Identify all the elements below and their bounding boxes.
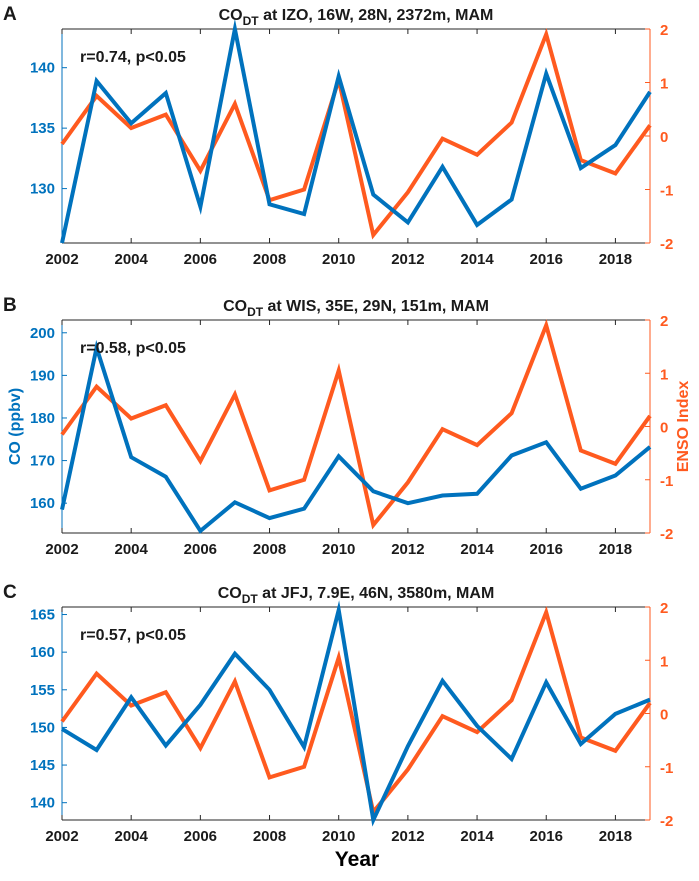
- title-subscript: DT: [243, 14, 260, 28]
- x-tick-label: 2010: [322, 251, 355, 268]
- x-tick-label: 2008: [253, 828, 286, 845]
- x-tick-label: 2004: [114, 828, 148, 845]
- x-tick-label: 2006: [184, 541, 217, 558]
- x-tick-label: 2004: [114, 251, 148, 268]
- left-tick-label: 145: [30, 757, 55, 774]
- left-tick-label: 135: [30, 120, 55, 137]
- right-tick-label: -2: [660, 236, 673, 253]
- right-tick-label: -1: [660, 760, 673, 777]
- x-tick-label: 2002: [45, 828, 78, 845]
- x-tick-label: 2018: [599, 251, 632, 268]
- x-tick-label: 2004: [114, 541, 148, 558]
- right-tick-label: 1: [660, 76, 668, 93]
- left-tick-label: 160: [30, 644, 55, 661]
- right-tick-label: 1: [660, 653, 668, 670]
- right-tick-label: -1: [660, 473, 673, 490]
- left-tick-label: 165: [30, 607, 55, 624]
- x-tick-label: 2016: [530, 828, 563, 845]
- panel-c: 2002 2004 2006 2008 2010 2012 2014 2016 2018 140 1…: [3, 582, 673, 845]
- left-tick-label: 200: [30, 325, 55, 342]
- left-tick-label: 155: [30, 682, 55, 699]
- x-tick-label: 2002: [45, 251, 78, 268]
- panel-title: CODT at JFJ, 7.9E, 46N, 3580m, MAM: [218, 585, 495, 606]
- title-suffix: at WIS, 35E, 29N, 151m, MAM: [263, 298, 489, 315]
- title-prefix: CO: [218, 585, 242, 602]
- x-tick-label: 2006: [184, 828, 217, 845]
- correlation-annotation: r=0.58, p<0.05: [80, 340, 186, 357]
- right-tick-label: 0: [660, 707, 668, 724]
- left-tick-label: 150: [30, 719, 55, 736]
- right-axis-title: ENSO Index: [675, 381, 692, 473]
- x-tick-label: 2018: [599, 828, 632, 845]
- panel-letter: B: [3, 295, 17, 316]
- left-tick-label: 160: [30, 495, 55, 512]
- left-tick-label: 130: [30, 181, 55, 198]
- title-suffix: at JFJ, 7.9E, 46N, 3580m, MAM: [258, 585, 495, 602]
- x-tick-label: 2006: [184, 251, 217, 268]
- right-tick-label: 2: [660, 22, 668, 39]
- right-tick-label: 1: [660, 366, 668, 383]
- x-tick-label: 2018: [599, 541, 632, 558]
- panel-title: CODT at IZO, 16W, 28N, 2372m, MAM: [219, 7, 494, 28]
- title-prefix: CO: [219, 7, 243, 24]
- x-tick-label: 2012: [391, 251, 424, 268]
- left-tick-label: 140: [30, 60, 55, 77]
- right-tick-label: -2: [660, 813, 673, 830]
- title-subscript: DT: [242, 592, 259, 606]
- x-tick-label: 2002: [45, 541, 78, 558]
- right-tick-label: 2: [660, 600, 668, 617]
- panel-letter: A: [3, 4, 17, 25]
- title-suffix: at IZO, 16W, 28N, 2372m, MAM: [259, 7, 494, 24]
- x-tick-label: 2016: [530, 541, 563, 558]
- left-axis-title: CO (ppbv): [7, 388, 24, 465]
- x-tick-label: 2016: [530, 251, 563, 268]
- title-prefix: CO: [223, 298, 247, 315]
- right-tick-label: -2: [660, 526, 673, 543]
- panel-title: CODT at WIS, 35E, 29N, 151m, MAM: [223, 298, 489, 319]
- x-tick-label: 2008: [253, 541, 286, 558]
- x-tick-label: 2012: [391, 541, 424, 558]
- left-tick-label: 170: [30, 453, 55, 470]
- x-tick-label: 2014: [460, 251, 494, 268]
- panel-a: 2002 2004 2006 2008 2010 2012 2014 2016 2018 130 1…: [3, 4, 673, 268]
- x-tick-label: 2014: [460, 828, 494, 845]
- right-tick-label: 2: [660, 313, 668, 330]
- x-tick-label: 2010: [322, 541, 355, 558]
- left-tick-label: 180: [30, 410, 55, 427]
- left-tick-label: 140: [30, 795, 55, 812]
- title-subscript: DT: [247, 305, 264, 319]
- x-axis-title: Year: [335, 848, 379, 871]
- correlation-annotation: r=0.57, p<0.05: [80, 627, 186, 644]
- left-tick-label: 190: [30, 367, 55, 384]
- correlation-annotation: r=0.74, p<0.05: [80, 49, 186, 66]
- x-tick-label: 2008: [253, 251, 286, 268]
- x-tick-label: 2012: [391, 828, 424, 845]
- x-tick-label: 2010: [322, 828, 355, 845]
- right-tick-label: -1: [660, 183, 673, 200]
- panel-letter: C: [3, 582, 17, 603]
- x-tick-label: 2014: [460, 541, 494, 558]
- right-tick-label: 0: [660, 420, 668, 437]
- right-tick-label: 0: [660, 129, 668, 146]
